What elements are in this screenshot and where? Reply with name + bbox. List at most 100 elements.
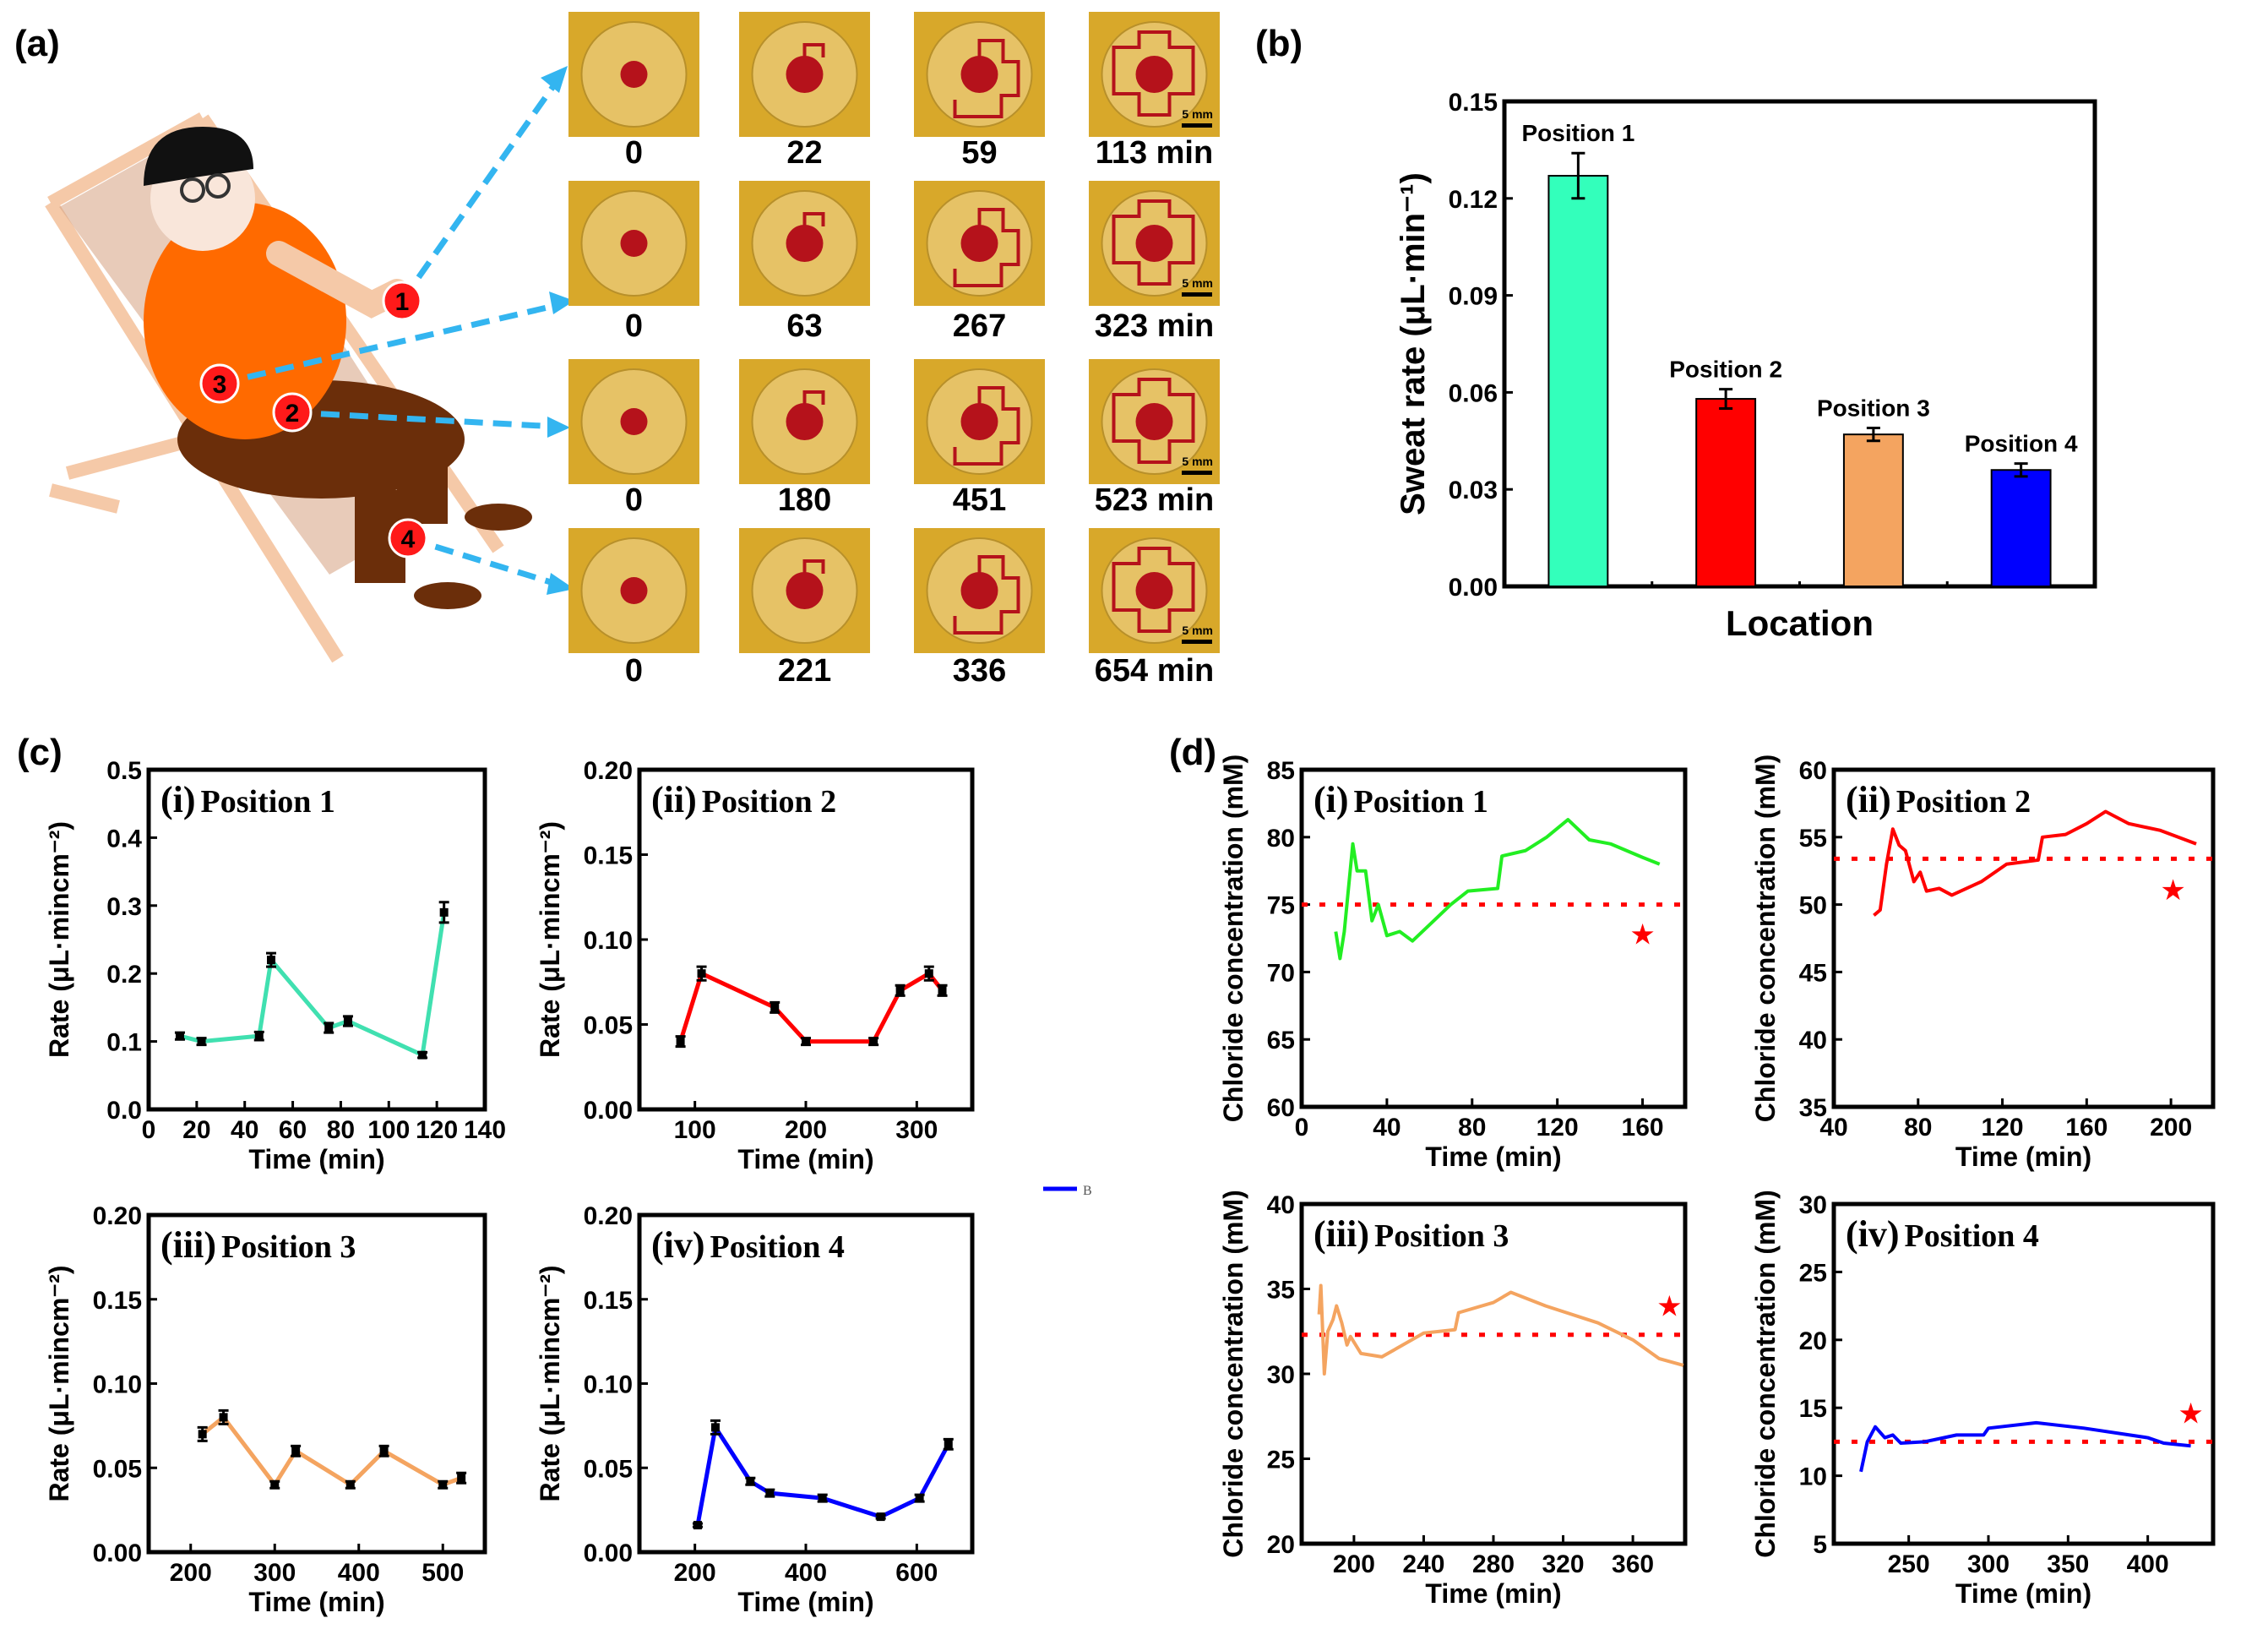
x-tick-label: 300: [1967, 1550, 2010, 1578]
y-tick-label: 40: [1799, 1027, 1827, 1054]
x-axis-label: Location: [1726, 603, 1874, 643]
y-tick-label: 55: [1799, 825, 1827, 853]
y-tick-label: 65: [1267, 1027, 1295, 1054]
x-axis-label: Time (min): [737, 1144, 873, 1174]
y-tick-label: 30: [1267, 1361, 1295, 1389]
dye-spot: [786, 56, 824, 93]
series-line: [678, 971, 944, 1044]
data-point: [254, 1032, 264, 1041]
chart-c1: 0.0 0.1 0.2 0.3 0.4 0.5 Rate (μL·mincm⁻²) Time …: [44, 757, 506, 1174]
y-tick-label: 0.05: [584, 1012, 633, 1040]
sweat-patch-photo: [739, 528, 870, 653]
dye-spot: [960, 403, 998, 440]
scale-bar-label: 5 mm: [1182, 276, 1213, 290]
x-tick-label: 400: [785, 1559, 827, 1587]
y-axis-label: Sweat rate (μL·min⁻¹): [1395, 172, 1432, 515]
x-tick-label: 40: [1373, 1114, 1401, 1141]
time-label: 323 min: [1095, 308, 1215, 344]
time-label: 451: [953, 482, 1006, 518]
y-tick-label: 75: [1267, 892, 1295, 920]
y-tick-label: 0.12: [1449, 186, 1498, 214]
chart-title: (iii) Position 3: [160, 1224, 356, 1266]
chart-title-number: (iv): [651, 1224, 705, 1266]
person-in-chair-illustration: 1 2 3 4: [45, 66, 574, 663]
panel-label-c: (c): [17, 732, 63, 773]
data-point: [765, 1489, 775, 1498]
arrows: [219, 78, 563, 589]
position-marker-label: 1: [395, 288, 410, 316]
data-point: [324, 1023, 334, 1032]
bar-label: Position 3: [1817, 395, 1930, 421]
series-line: [1873, 809, 2197, 917]
chart-title: (i) Position 1: [160, 779, 335, 820]
x-tick-label: 120: [416, 1116, 458, 1144]
chart-title: (iii) Position 3: [1313, 1213, 1509, 1255]
y-axis-label: Rate (μL·mincm⁻²): [44, 1265, 74, 1501]
foot-2: [414, 582, 481, 609]
chart-title-text: Position 1: [1354, 784, 1488, 820]
y-tick-label: 0.15: [584, 842, 633, 870]
y-tick-label: 0.10: [584, 1371, 633, 1399]
series-line: [201, 1414, 462, 1487]
chart-c2: 0.00 0.05 0.10 0.15 0.20 Rate (μL·mincm⁻²) Tim…: [535, 757, 1092, 1198]
foot: [465, 504, 532, 531]
star-icon: ★: [2160, 874, 2185, 907]
y-tick-label: 0.0: [106, 1097, 142, 1125]
microfluidic-channel: [1112, 199, 1195, 286]
sweat-patch-photo: [914, 12, 1045, 137]
x-tick-label: 200: [2150, 1114, 2192, 1141]
chart-title-number: (ii): [651, 779, 697, 820]
microfluidic-channel: [1112, 547, 1195, 633]
x-tick-label: 200: [170, 1559, 212, 1587]
data-point: [175, 1032, 184, 1041]
x-tick-label: 40: [1819, 1114, 1847, 1141]
y-tick-label: 0.00: [1449, 574, 1498, 602]
plot-frame: [1831, 767, 2216, 1109]
x-tick-label: 160: [1622, 1114, 1664, 1141]
dye-spot: [1135, 572, 1173, 609]
y-tick-label: 5: [1813, 1531, 1827, 1559]
dye-spot: [620, 230, 648, 257]
time-label: 523 min: [1095, 482, 1215, 518]
position-marker-label: 4: [401, 526, 416, 553]
star-icon: ★: [2178, 1398, 2203, 1431]
y-tick-label: 0.06: [1449, 379, 1498, 407]
y-tick-label: 0.20: [93, 1202, 142, 1230]
plot-frame: [1299, 1201, 1688, 1546]
dye-spot: [786, 225, 824, 262]
sweat-patch-photo: 5 mm: [1089, 12, 1220, 137]
dye-spot: [620, 408, 648, 435]
star-icon: ★: [1629, 918, 1655, 952]
data-point: [746, 1477, 755, 1486]
legend-label: B: [1083, 1184, 1092, 1198]
glasses-icon: [180, 173, 231, 203]
chart-c3: 0.00 0.05 0.10 0.15 0.20 Rate (μL·mincm⁻²) Tim…: [44, 1202, 487, 1617]
x-tick-label: 300: [895, 1116, 938, 1144]
data-point: [802, 1037, 810, 1046]
y-tick-label: 0.15: [93, 1287, 142, 1315]
y-tick-label: 0.09: [1449, 283, 1498, 311]
y-tick-label: 45: [1799, 959, 1827, 987]
scale-bar: [1182, 292, 1212, 297]
star-icon: ★: [1656, 1290, 1682, 1324]
chart-title-text: Position 3: [1374, 1218, 1509, 1254]
x-axis-label: Time (min): [248, 1144, 384, 1174]
bar-1: [1547, 175, 1609, 587]
bar-4: [1990, 469, 2052, 587]
bar-label: Position 1: [1521, 120, 1634, 146]
dye-spot: [1135, 56, 1173, 93]
x-tick-label: 80: [1904, 1114, 1932, 1141]
scale-bar-label: 5 mm: [1182, 624, 1213, 637]
chart-title: (ii) Position 2: [1846, 779, 2031, 820]
microfluidic-channel: [953, 555, 1020, 635]
bar-3: [1842, 433, 1904, 587]
y-tick-label: 0.00: [93, 1539, 142, 1567]
series-line: [1859, 1420, 2191, 1473]
bar-label: Position 2: [1669, 357, 1782, 383]
data-point: [345, 1480, 355, 1490]
sweat-patch-photo: [739, 12, 870, 137]
data-point: [457, 1474, 466, 1483]
x-tick-label: 40: [231, 1116, 258, 1144]
chart-title: (i) Position 1: [1313, 779, 1488, 820]
data-point: [818, 1494, 827, 1503]
